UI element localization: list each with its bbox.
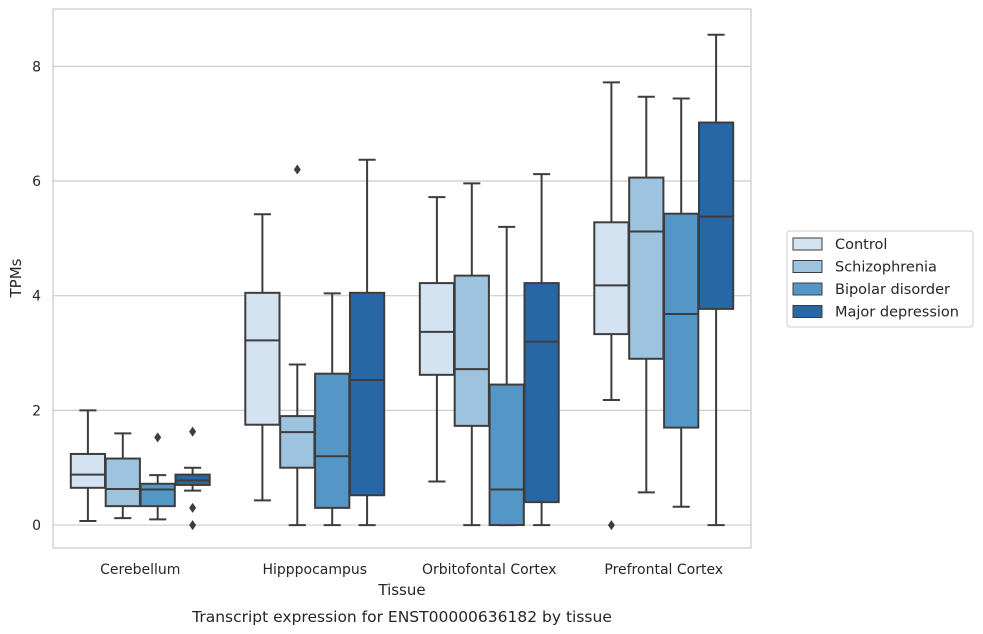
outlier-point [293,164,301,175]
legend-label: Schizophrenia [835,260,937,276]
box-group [244,213,281,502]
legend-label: Major depression [835,305,959,321]
y-tick-label: 2 [32,403,41,419]
y-tick-labels: 0 2 4 6 8 [32,59,41,534]
x-tick-label: Orbitofontal Cortex [422,562,557,578]
y-tick-label: 8 [32,59,41,75]
box-group [523,173,560,527]
x-axis-title: Tissue [377,581,425,599]
box-group [697,33,735,527]
box-group [279,164,316,527]
figure-caption: Transcript expression for ENST0000063618… [191,608,612,626]
box-group [453,182,490,527]
legend-swatch [792,237,823,251]
outlier-point [189,520,197,531]
x-tick-label: Hipppocampus [262,562,367,578]
outlier-point [189,426,197,437]
legend-swatch [792,282,823,296]
box [593,221,630,336]
box-group [174,426,211,531]
x-tick-label: Prefrontal Cortex [604,562,723,578]
box [663,212,700,429]
box-group [104,432,141,520]
box [453,274,490,427]
box [488,383,525,527]
box-group [314,292,351,527]
box-group [139,432,176,521]
outlier-point [607,520,615,531]
legend-label: Control [835,237,887,253]
box-group [488,225,525,527]
x-tick-labels: Cerebellum Hipppocampus Orbitofontal Corte… [100,562,723,578]
box-group [418,196,456,483]
y-tick-label: 0 [32,518,41,534]
legend-swatch [792,260,823,273]
box-group [593,81,630,531]
box [244,291,281,426]
legend-swatch [792,305,823,318]
y-tick-label: 6 [32,174,41,190]
legend: Control Schizophrenia Bipolar disorder Majo… [786,230,974,328]
box [139,482,176,508]
outlier-point [154,432,162,443]
y-tick-label: 4 [32,289,41,305]
box [523,282,560,504]
box-group [348,158,386,527]
box-plot-series [69,33,735,531]
outlier-point [189,502,197,513]
box-group [69,409,107,523]
box [348,291,386,497]
box [628,176,665,360]
plot-frame [52,8,752,549]
legend-label: Bipolar disorder [835,282,950,298]
box-group [663,97,700,508]
box [314,372,351,509]
y-axis-title: TPMs [7,258,25,298]
legend-frame [786,230,974,328]
box [279,415,316,469]
x-tick-label: Cerebellum [100,562,180,578]
box [69,452,107,489]
box [418,282,456,376]
box-group [628,95,665,494]
box [104,457,141,508]
